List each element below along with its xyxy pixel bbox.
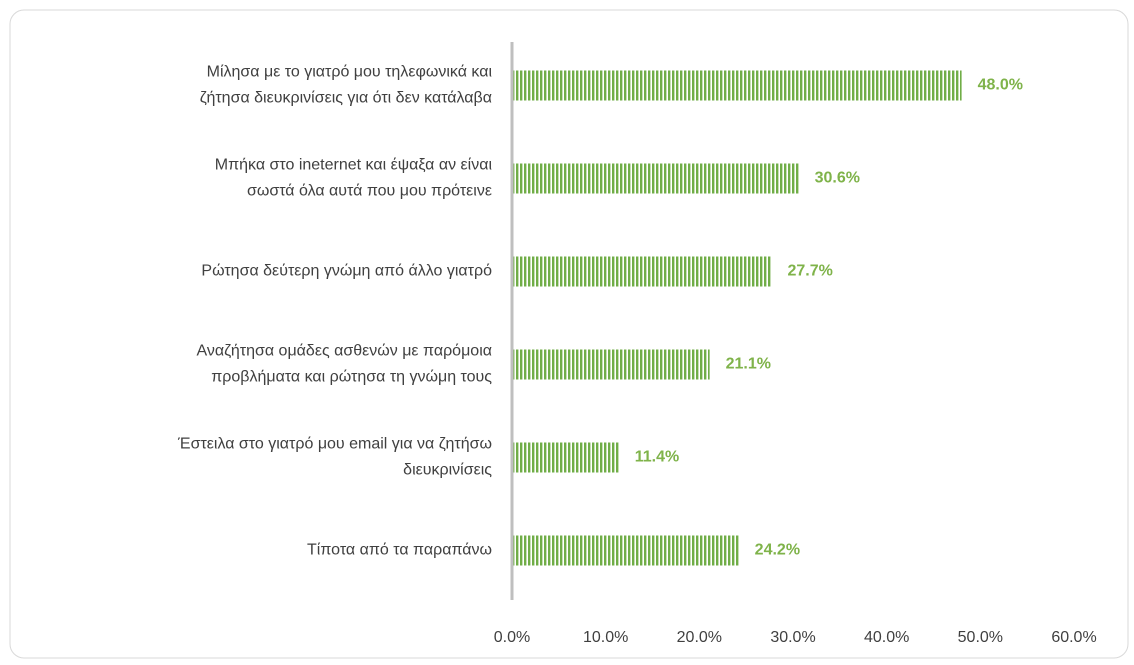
x-tick-label: 50.0% xyxy=(958,629,1003,646)
x-tick-label: 10.0% xyxy=(583,629,628,646)
value-label: 27.7% xyxy=(787,263,832,280)
x-tick-label: 30.0% xyxy=(770,629,815,646)
x-tick-label: 60.0% xyxy=(1051,629,1096,646)
y-tick-label: προβλήματα και ρώτησα τη γνώμη τους xyxy=(211,369,492,386)
y-tick-label: σωστά όλα αυτά που μου πρότεινε xyxy=(247,183,492,200)
y-tick-label: Ρώτησα δεύτερη γνώμη από άλλο γιατρό xyxy=(201,263,492,280)
value-label: 24.2% xyxy=(755,542,800,559)
y-tick-label: διευκρινίσεις xyxy=(403,462,492,479)
y-tick-label: Έστειλα στο γιατρό μου email για να ζητή… xyxy=(177,436,492,453)
bar xyxy=(512,535,739,566)
bar xyxy=(512,163,799,194)
x-tick-label: 20.0% xyxy=(677,629,722,646)
x-tick-label: 0.0% xyxy=(494,629,530,646)
bar xyxy=(512,349,710,380)
x-tick-label: 40.0% xyxy=(864,629,909,646)
value-label: 48.0% xyxy=(978,77,1023,94)
y-tick-label: Μπήκα στο ineternet και έψαξα αν είναι xyxy=(215,157,493,174)
bar xyxy=(512,70,962,101)
bar xyxy=(512,256,772,287)
y-tick-label: Αναζήτησα ομάδες ασθενών με παρόμοια xyxy=(196,343,492,360)
value-label: 11.4% xyxy=(635,449,679,466)
y-tick-label: ζήτησα διευκρινίσεις για ότι δεν κατάλαβ… xyxy=(200,90,492,107)
bar xyxy=(512,442,619,473)
y-tick-label: Μίλησα με το γιατρό μου τηλεφωνικά και xyxy=(207,64,493,81)
chart-frame xyxy=(9,9,1129,659)
value-label: 30.6% xyxy=(815,170,860,187)
value-label: 21.1% xyxy=(726,356,771,373)
y-tick-label: Τίποτα από τα παραπάνω xyxy=(307,542,492,559)
